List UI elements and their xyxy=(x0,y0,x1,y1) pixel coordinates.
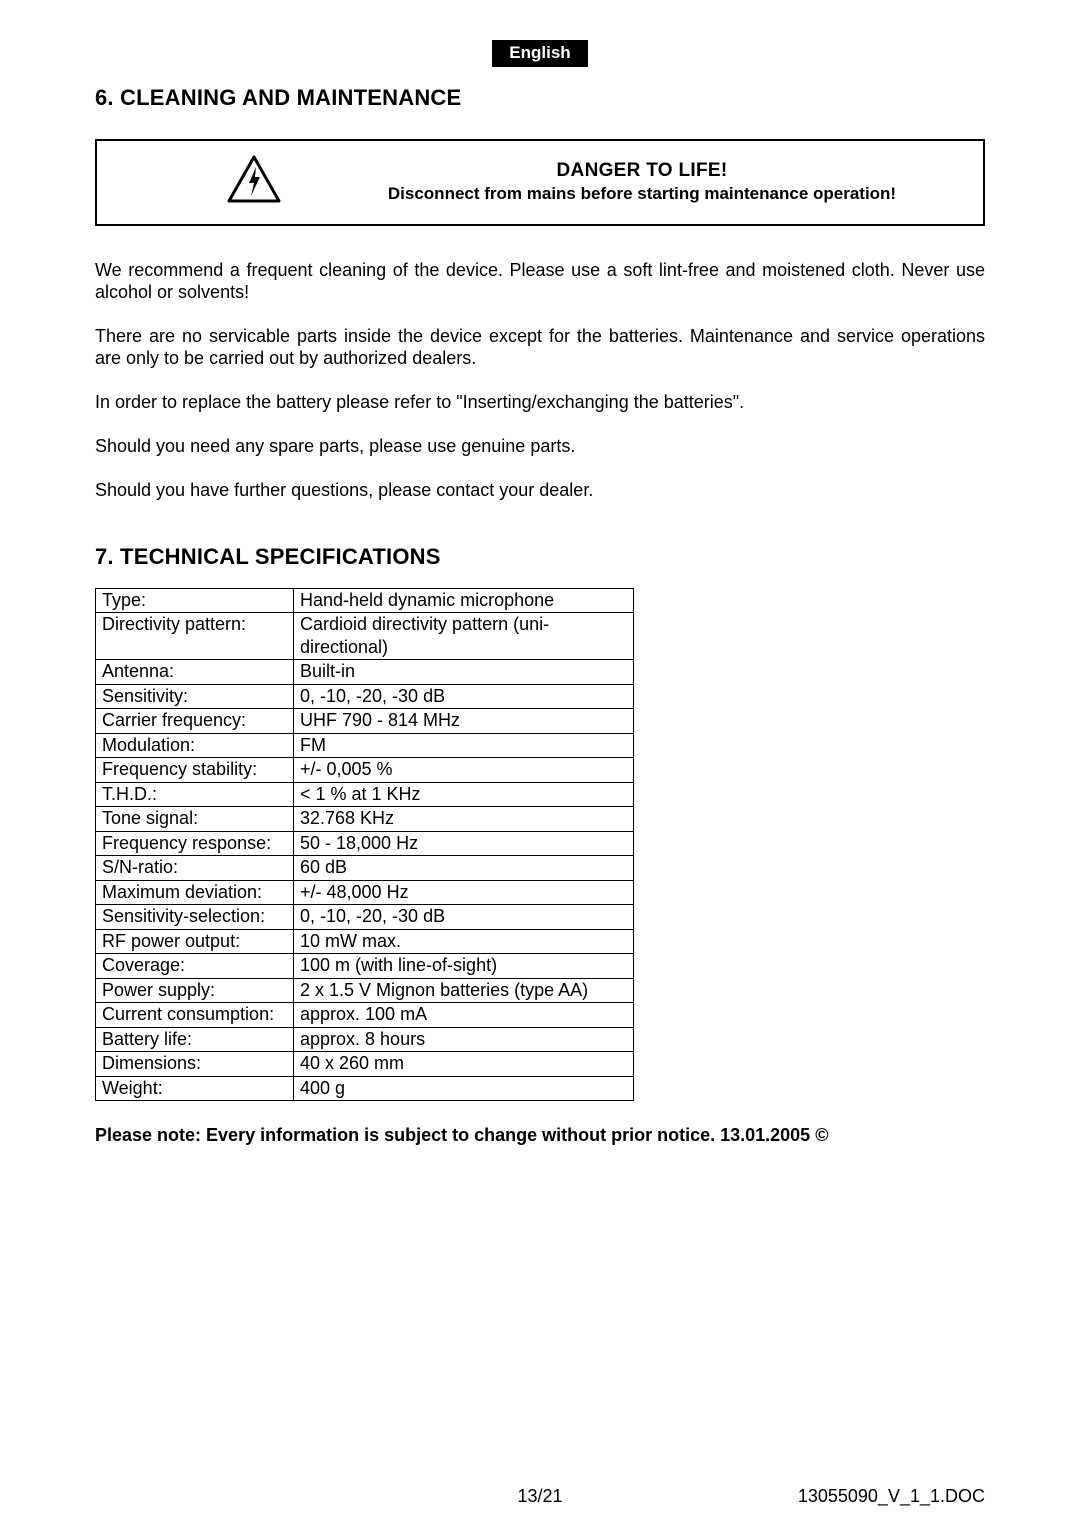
spec-value: Cardioid directivity pattern (uni-direct… xyxy=(294,613,634,660)
table-row: Current consumption:approx. 100 mA xyxy=(96,1003,634,1028)
spec-value: UHF 790 - 814 MHz xyxy=(294,709,634,734)
spec-label: Dimensions: xyxy=(96,1052,294,1077)
spec-label: Battery life: xyxy=(96,1027,294,1052)
spec-label: Tone signal: xyxy=(96,807,294,832)
page: English 6. CLEANING AND MAINTENANCE DANG… xyxy=(0,0,1080,1528)
spec-value: 2 x 1.5 V Mignon batteries (type AA) xyxy=(294,978,634,1003)
paragraph: In order to replace the battery please r… xyxy=(95,392,985,414)
spec-value: +/- 0,005 % xyxy=(294,758,634,783)
table-row: Frequency stability:+/- 0,005 % xyxy=(96,758,634,783)
spec-value: 40 x 260 mm xyxy=(294,1052,634,1077)
table-row: Battery life:approx. 8 hours xyxy=(96,1027,634,1052)
table-row: Antenna:Built-in xyxy=(96,660,634,685)
spec-label: Frequency response: xyxy=(96,831,294,856)
spec-label: RF power output: xyxy=(96,929,294,954)
spec-value: approx. 8 hours xyxy=(294,1027,634,1052)
language-badge: English xyxy=(492,40,588,67)
table-row: S/N-ratio:60 dB xyxy=(96,856,634,881)
table-row: Power supply:2 x 1.5 V Mignon batteries … xyxy=(96,978,634,1003)
electrical-hazard-icon xyxy=(227,155,281,208)
table-row: Coverage:100 m (with line-of-sight) xyxy=(96,954,634,979)
table-row: Sensitivity-selection:0, -10, -20, -30 d… xyxy=(96,905,634,930)
table-row: Directivity pattern:Cardioid directivity… xyxy=(96,613,634,660)
spec-value: 50 - 18,000 Hz xyxy=(294,831,634,856)
spec-value: < 1 % at 1 KHz xyxy=(294,782,634,807)
spec-label: Antenna: xyxy=(96,660,294,685)
spec-label: Sensitivity-selection: xyxy=(96,905,294,930)
page-number: 13/21 xyxy=(517,1486,562,1507)
warning-title: DANGER TO LIFE! xyxy=(311,160,973,182)
spec-value: 400 g xyxy=(294,1076,634,1101)
cleaning-heading: 6. CLEANING AND MAINTENANCE xyxy=(95,85,985,111)
spec-label: Weight: xyxy=(96,1076,294,1101)
spec-label: Maximum deviation: xyxy=(96,880,294,905)
spec-label: Directivity pattern: xyxy=(96,613,294,660)
spec-value: Hand-held dynamic microphone xyxy=(294,588,634,613)
spec-value: 0, -10, -20, -30 dB xyxy=(294,684,634,709)
spec-value: 32.768 KHz xyxy=(294,807,634,832)
spec-label: Power supply: xyxy=(96,978,294,1003)
table-row: Sensitivity:0, -10, -20, -30 dB xyxy=(96,684,634,709)
spec-label: Coverage: xyxy=(96,954,294,979)
paragraph: We recommend a frequent cleaning of the … xyxy=(95,260,985,304)
specs-heading: 7. TECHNICAL SPECIFICATIONS xyxy=(95,544,985,570)
spec-value: approx. 100 mA xyxy=(294,1003,634,1028)
table-row: Modulation:FM xyxy=(96,733,634,758)
table-row: Carrier frequency:UHF 790 - 814 MHz xyxy=(96,709,634,734)
specs-table: Type:Hand-held dynamic microphoneDirecti… xyxy=(95,588,634,1102)
table-row: RF power output:10 mW max. xyxy=(96,929,634,954)
paragraph: Should you need any spare parts, please … xyxy=(95,436,985,458)
spec-value: Built-in xyxy=(294,660,634,685)
spec-label: Frequency stability: xyxy=(96,758,294,783)
spec-value: FM xyxy=(294,733,634,758)
table-row: Weight:400 g xyxy=(96,1076,634,1101)
table-row: Type:Hand-held dynamic microphone xyxy=(96,588,634,613)
spec-label: T.H.D.: xyxy=(96,782,294,807)
spec-label: Carrier frequency: xyxy=(96,709,294,734)
spec-value: 0, -10, -20, -30 dB xyxy=(294,905,634,930)
spec-label: Sensitivity: xyxy=(96,684,294,709)
spec-label: Modulation: xyxy=(96,733,294,758)
table-row: Maximum deviation:+/- 48,000 Hz xyxy=(96,880,634,905)
spec-value: 100 m (with line-of-sight) xyxy=(294,954,634,979)
spec-label: Type: xyxy=(96,588,294,613)
paragraph: There are no servicable parts inside the… xyxy=(95,326,985,370)
spec-label: Current consumption: xyxy=(96,1003,294,1028)
table-row: Tone signal:32.768 KHz xyxy=(96,807,634,832)
spec-value: 60 dB xyxy=(294,856,634,881)
change-notice: Please note: Every information is subjec… xyxy=(95,1125,985,1146)
paragraph: Should you have further questions, pleas… xyxy=(95,480,985,502)
warning-subtitle: Disconnect from mains before starting ma… xyxy=(311,184,973,204)
table-row: T.H.D.:< 1 % at 1 KHz xyxy=(96,782,634,807)
table-row: Frequency response:50 - 18,000 Hz xyxy=(96,831,634,856)
spec-value: 10 mW max. xyxy=(294,929,634,954)
warning-text-block: DANGER TO LIFE! Disconnect from mains be… xyxy=(311,160,973,204)
spec-value: +/- 48,000 Hz xyxy=(294,880,634,905)
doc-filename: 13055090_V_1_1.DOC xyxy=(798,1486,985,1507)
table-row: Dimensions:40 x 260 mm xyxy=(96,1052,634,1077)
spec-label: S/N-ratio: xyxy=(96,856,294,881)
warning-box: DANGER TO LIFE! Disconnect from mains be… xyxy=(95,139,985,226)
